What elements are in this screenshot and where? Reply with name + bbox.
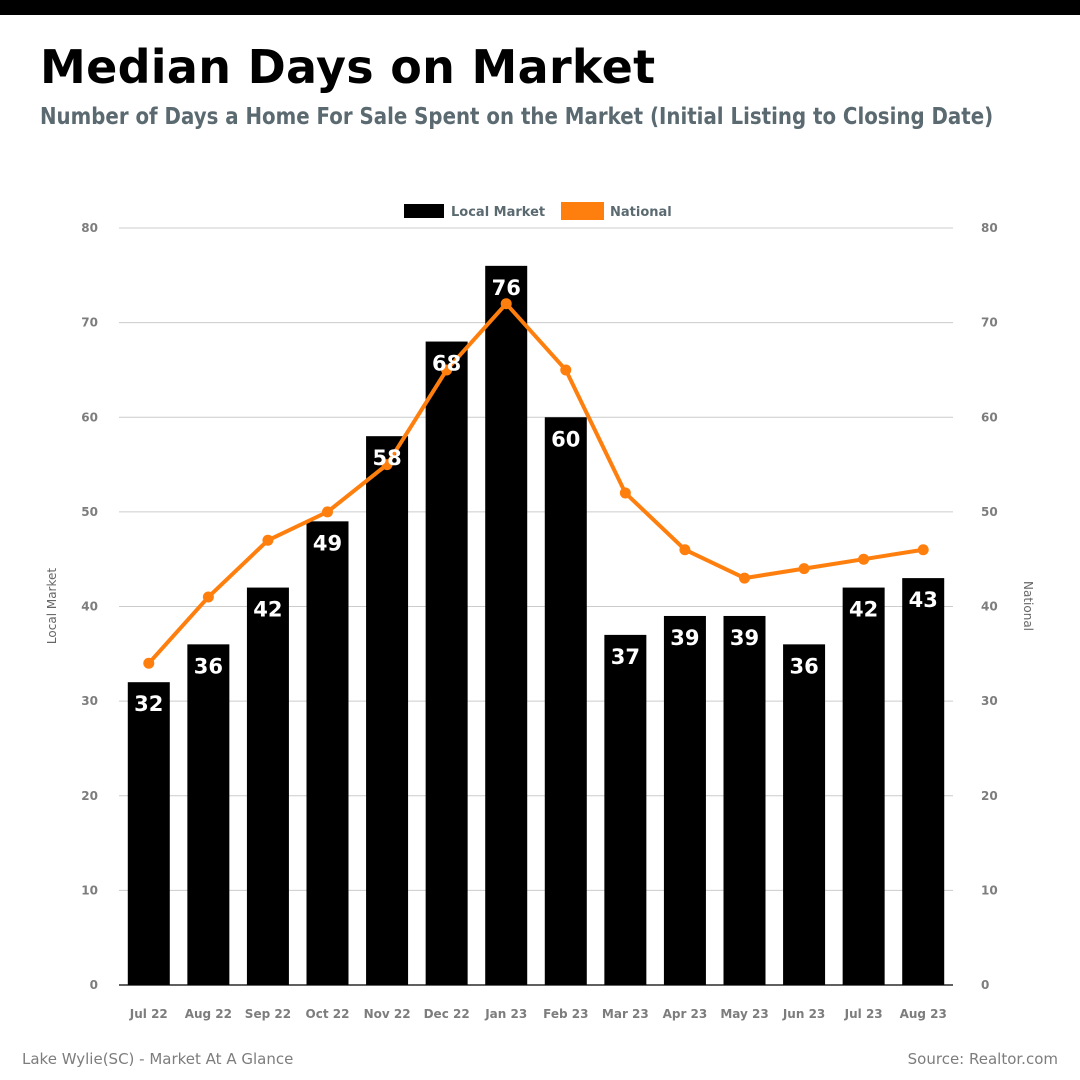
bar — [246, 587, 289, 985]
national-point — [143, 657, 155, 669]
bar — [842, 587, 885, 985]
bar-data-label: 58 — [372, 446, 401, 470]
y2-tick-label: 80 — [981, 221, 998, 235]
y-tick-label: 30 — [81, 694, 98, 708]
legend-label-national: National — [610, 205, 672, 220]
top-bar — [0, 0, 1080, 15]
bar-data-label: 37 — [611, 645, 640, 669]
legend-swatch-national — [561, 202, 604, 220]
bar — [663, 615, 706, 985]
x-tick-label: Sep 22 — [245, 1007, 291, 1021]
y2-tick-label: 10 — [981, 883, 998, 897]
x-tick-label: Jan 23 — [484, 1007, 527, 1021]
bar-data-label: 36 — [194, 654, 223, 678]
page-title: Median Days on Market — [40, 40, 656, 94]
bar — [425, 341, 468, 985]
page-subtitle: Number of Days a Home For Sale Spent on … — [40, 104, 994, 130]
national-point — [500, 298, 512, 310]
x-tick-label: Nov 22 — [364, 1007, 411, 1021]
bar — [723, 615, 766, 985]
x-tick-label: Apr 23 — [663, 1007, 708, 1021]
y2-tick-label: 0 — [981, 978, 989, 992]
bar-data-label: 60 — [551, 427, 580, 451]
y2-tick-label: 20 — [981, 789, 998, 803]
x-tick-label: Oct 22 — [306, 1007, 350, 1021]
bar-data-label: 42 — [849, 598, 878, 622]
bar — [366, 436, 409, 985]
bar-data-label: 49 — [313, 531, 342, 555]
x-tick-label: Feb 23 — [543, 1007, 588, 1021]
x-tick-label: Aug 23 — [900, 1007, 947, 1021]
bar — [187, 644, 230, 985]
bar — [783, 644, 826, 985]
y2-tick-label: 50 — [981, 505, 998, 519]
bar-data-label: 36 — [789, 654, 818, 678]
national-point — [441, 364, 453, 376]
national-point — [322, 506, 333, 518]
x-tick-label: Dec 22 — [424, 1007, 470, 1021]
national-point — [560, 364, 572, 376]
y-tick-label: 20 — [81, 789, 98, 803]
legend-swatch-local-market — [404, 204, 444, 218]
bar — [544, 417, 587, 985]
bar-data-label: 39 — [730, 626, 759, 650]
bar — [902, 578, 945, 985]
x-tick-label: Mar 23 — [602, 1007, 649, 1021]
national-point — [381, 459, 393, 471]
y-tick-label: 60 — [81, 410, 98, 424]
y2-tick-label: 70 — [981, 316, 998, 330]
y-axis-title: Local Market — [45, 568, 59, 644]
bar-data-label: 32 — [134, 692, 163, 716]
x-tick-label: Aug 22 — [185, 1007, 232, 1021]
y-tick-label: 50 — [81, 505, 98, 519]
bar-data-label: 42 — [253, 598, 282, 622]
national-point — [858, 553, 870, 565]
national-point — [262, 534, 274, 546]
national-point — [202, 591, 214, 603]
bar-data-label: 43 — [909, 588, 938, 612]
national-point — [798, 563, 810, 575]
x-tick-label: May 23 — [720, 1007, 768, 1021]
y-tick-label: 80 — [81, 221, 98, 235]
bar-data-label: 68 — [432, 352, 461, 376]
bar-data-label: 39 — [670, 626, 699, 650]
x-tick-label: Jul 22 — [129, 1007, 168, 1021]
legend-label-local-market: Local Market — [451, 205, 545, 220]
bar — [127, 682, 170, 985]
y2-tick-label: 30 — [981, 694, 998, 708]
y2-tick-label: 60 — [981, 410, 998, 424]
footer-market-label: Lake Wylie(SC) - Market At A Glance — [22, 1050, 294, 1068]
x-tick-label: Jul 23 — [844, 1007, 883, 1021]
x-tick-label: Jun 23 — [782, 1007, 825, 1021]
bar-data-label: 76 — [492, 276, 521, 300]
y-tick-label: 0 — [90, 978, 98, 992]
national-point — [679, 544, 691, 556]
y2-tick-label: 40 — [981, 600, 998, 614]
bar — [485, 265, 528, 986]
national-point — [917, 544, 929, 556]
y-tick-label: 70 — [81, 316, 98, 330]
national-point — [739, 572, 750, 584]
y-tick-label: 40 — [81, 600, 98, 614]
national-series-line — [146, 301, 926, 666]
footer-source: Source: Realtor.com — [907, 1050, 1058, 1068]
y2-axis-title: National — [1021, 581, 1035, 631]
y-tick-label: 10 — [81, 883, 98, 897]
national-point — [619, 487, 631, 499]
bar — [306, 521, 349, 985]
bar — [604, 634, 647, 985]
